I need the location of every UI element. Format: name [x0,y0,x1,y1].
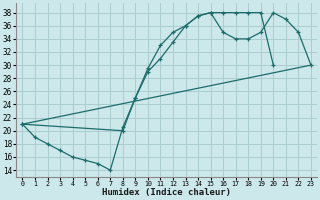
X-axis label: Humidex (Indice chaleur): Humidex (Indice chaleur) [102,188,231,197]
